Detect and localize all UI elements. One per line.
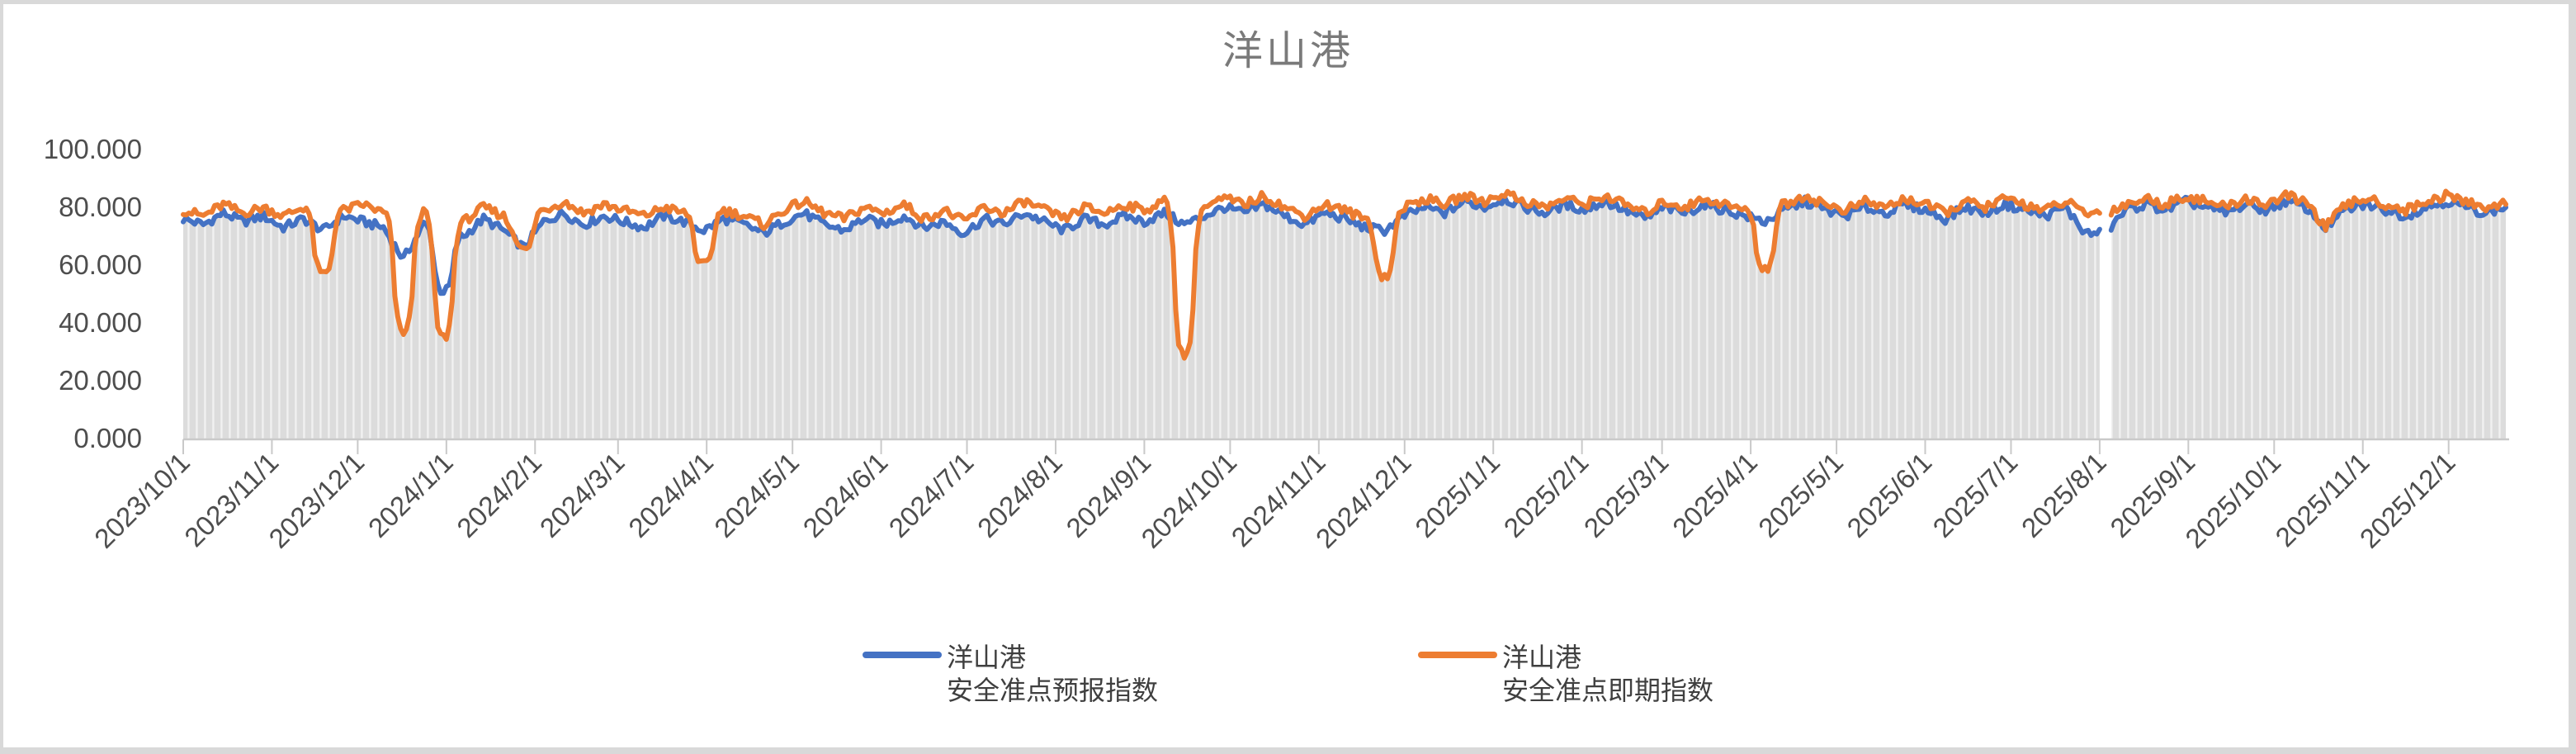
frame-edge-top xyxy=(0,0,2576,4)
legend-spot-line2: 安全准点即期指数 xyxy=(1502,676,1714,705)
legend-entry-forecast: 洋山港 安全准点预报指数 xyxy=(862,641,1158,707)
x-tick-label: 2025/6/1 xyxy=(1841,447,1937,543)
legend-entry-spot-label: 洋山港 安全准点即期指数 xyxy=(1502,641,1713,707)
frame-edge-left xyxy=(0,0,3,754)
y-tick-label: 20.000 xyxy=(59,365,142,396)
frame-edge-bottom xyxy=(0,747,2576,754)
spot-index-line xyxy=(181,188,2508,361)
legend: 洋山港 安全准点预报指数 洋山港 安全准点即期指数 xyxy=(0,641,2576,707)
y-tick-label: 40.000 xyxy=(59,307,142,338)
x-tick-label: 2023/12/1 xyxy=(262,447,370,554)
x-tick-label: 2025/3/1 xyxy=(1578,447,1675,543)
x-tick-label: 2024/4/1 xyxy=(622,447,719,543)
y-tick-label: 60.000 xyxy=(59,249,142,280)
x-tick-label: 2025/8/1 xyxy=(2016,447,2112,543)
x-tick-label: 2024/2/1 xyxy=(451,447,547,543)
background-area-series xyxy=(183,197,2506,439)
x-tick-label: 2024/6/1 xyxy=(797,447,894,543)
y-axis-labels: 0.000 20.000 40.000 60.000 80.000 100.000 xyxy=(44,134,142,453)
y-tick-label: 100.000 xyxy=(44,134,142,164)
x-tick-label: 2024/7/1 xyxy=(882,447,979,543)
forecast-line-swatch xyxy=(862,652,942,658)
x-tick-label: 2025/5/1 xyxy=(1752,447,1849,543)
x-tick-label: 2025/4/1 xyxy=(1666,447,1763,543)
x-tick-label: 2024/8/1 xyxy=(971,447,1068,543)
x-tick-label: 2025/10/1 xyxy=(2179,447,2286,554)
x-tick-label: 2025/1/1 xyxy=(1409,447,1505,543)
legend-forecast-line2: 安全准点预报指数 xyxy=(946,676,1158,705)
chart-title: 洋山港 xyxy=(1222,29,1354,74)
x-axis-labels: 2023/10/12023/11/12023/12/12024/1/12024/… xyxy=(88,447,2461,554)
legend-entry-forecast-label: 洋山港 安全准点预报指数 xyxy=(947,641,1158,707)
y-tick-label: 0.000 xyxy=(73,423,142,453)
x-tick-label: 2024/12/1 xyxy=(1310,447,1417,554)
spot-line-swatch xyxy=(1418,652,1497,658)
x-axis-ticks xyxy=(182,439,2450,454)
y-tick-label: 80.000 xyxy=(59,192,142,222)
x-tick-label: 2025/12/1 xyxy=(2354,447,2461,554)
frame-edge-right xyxy=(2569,0,2576,754)
x-tick-label: 2024/10/1 xyxy=(1135,447,1242,554)
x-tick-label: 2025/7/1 xyxy=(1926,447,2023,543)
x-tick-label: 2024/1/1 xyxy=(362,447,459,543)
legend-entry-spot: 洋山港 安全准点即期指数 xyxy=(1418,641,1713,707)
x-tick-label: 2024/5/1 xyxy=(708,447,805,543)
legend-forecast-line1: 洋山港 xyxy=(946,643,1026,672)
legend-spot-line1: 洋山港 xyxy=(1502,643,1582,672)
x-tick-label: 2025/2/1 xyxy=(1498,447,1595,543)
x-tick-label: 2024/3/1 xyxy=(534,447,631,543)
x-tick-label: 2023/10/1 xyxy=(88,447,196,554)
